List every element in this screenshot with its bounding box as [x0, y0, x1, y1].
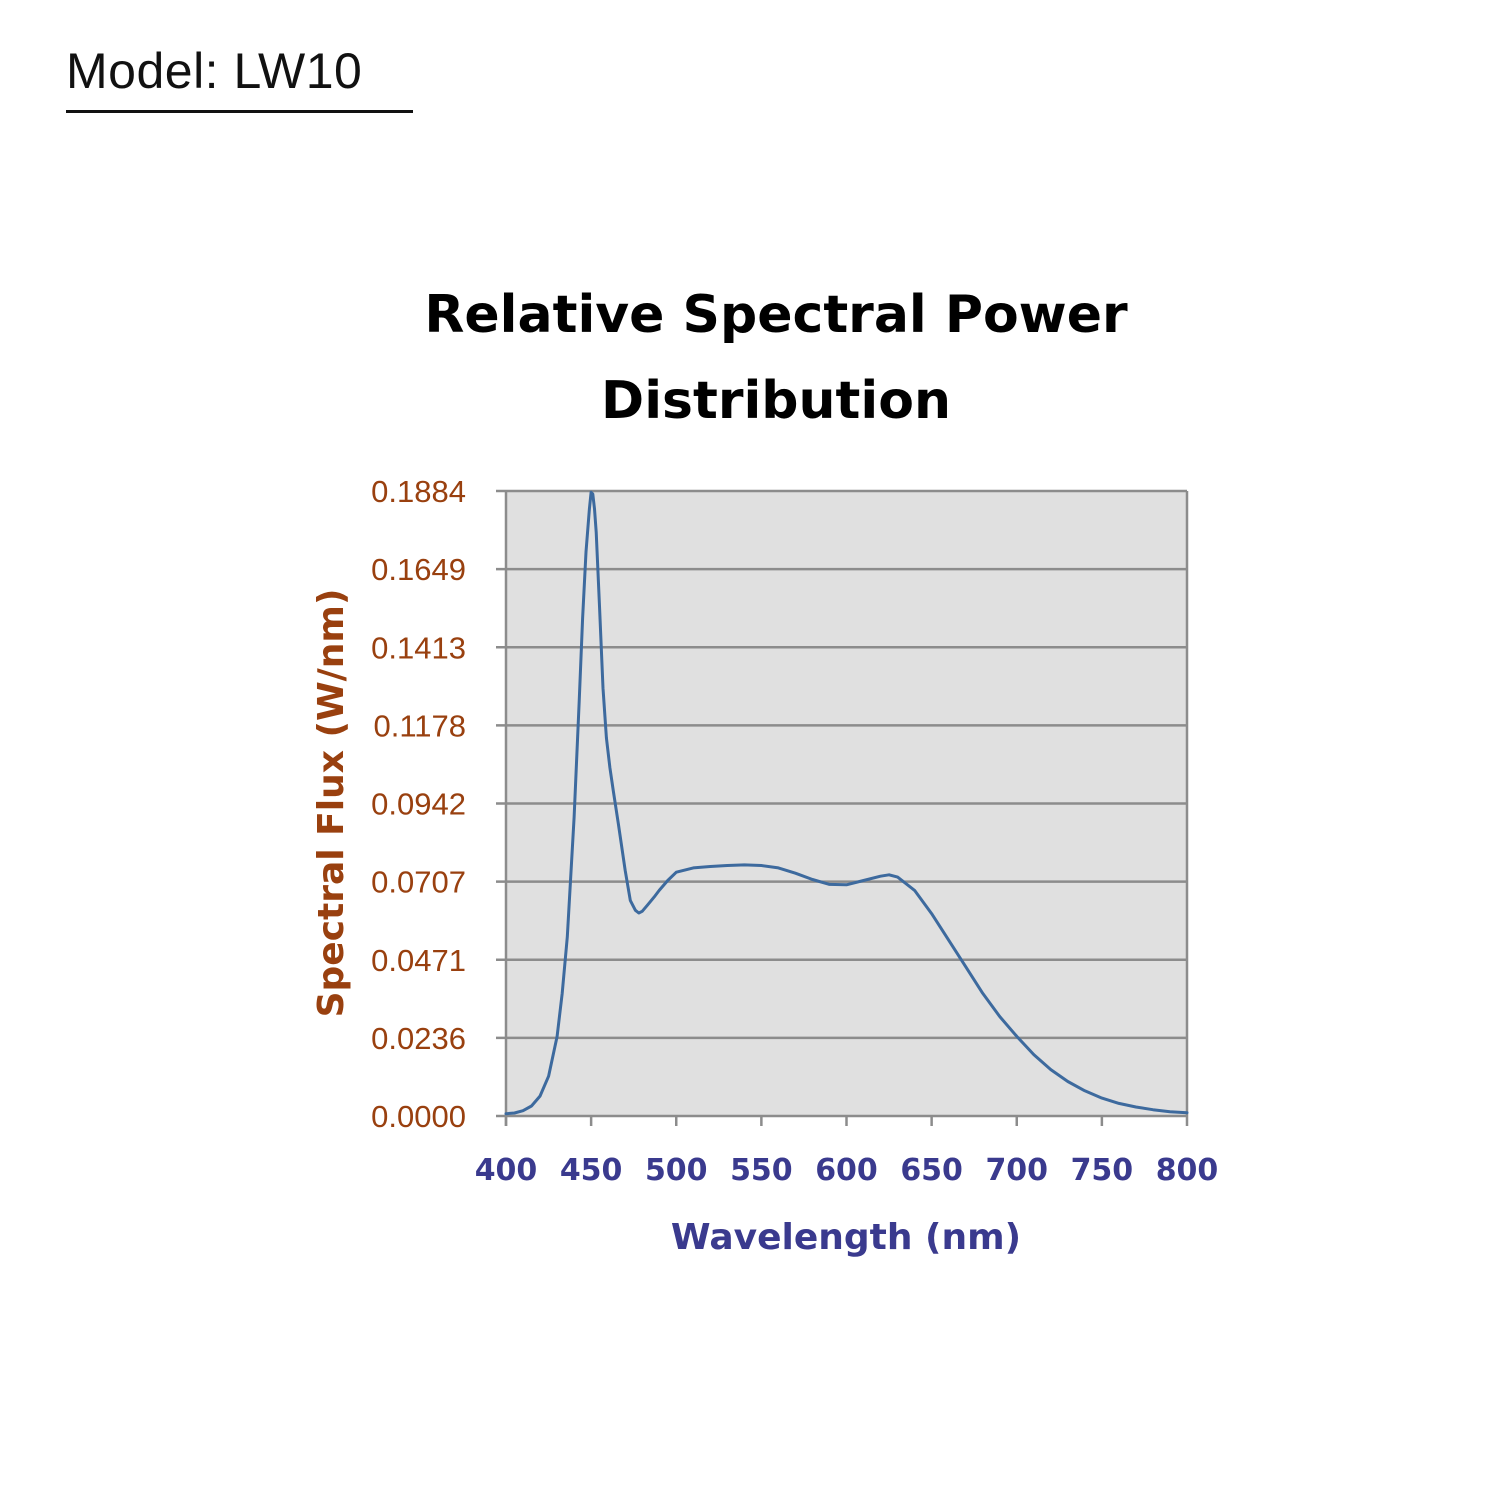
chart-title-line-1: Relative Spectral Power	[424, 285, 1128, 345]
y-tick-label: 0.1884	[371, 474, 466, 509]
y-tick-label: 0.0000	[371, 1099, 466, 1134]
gridlines	[496, 489, 1187, 1118]
x-tick-label: 800	[1156, 1153, 1219, 1188]
y-tick-label: 0.1649	[371, 552, 466, 587]
model-label-underline	[66, 110, 413, 113]
x-tick-label: 700	[985, 1153, 1048, 1188]
y-axis-ticks: 0.0000 0.0236 0.0471 0.0707 0.0942 0.1178 0.14…	[371, 474, 466, 1134]
chart-title-line-2: Distribution	[601, 371, 951, 431]
x-axis-ticks: 400 450 500 550 600 650 700 750 800	[475, 1153, 1219, 1188]
x-tick-label: 550	[730, 1153, 793, 1188]
x-tick-label: 500	[645, 1153, 708, 1188]
x-tick-label: 600	[815, 1153, 878, 1188]
x-tick-label: 650	[900, 1153, 963, 1188]
axes	[504, 491, 1189, 1126]
model-label: Model: LW10	[66, 43, 363, 99]
spectral-flux-line	[504, 490, 1189, 1116]
y-axis-label: Spectral Flux (W/nm)	[311, 589, 352, 1018]
y-tick-label: 0.0471	[371, 943, 466, 978]
y-tick-label: 0.0942	[371, 787, 466, 822]
x-tick-label: 750	[1071, 1153, 1134, 1188]
x-tick-label: 400	[475, 1153, 538, 1188]
y-tick-label: 0.1178	[373, 708, 466, 743]
x-tick-label: 450	[560, 1153, 623, 1188]
y-tick-label: 0.1413	[371, 630, 466, 665]
y-tick-label: 0.0707	[371, 865, 466, 900]
y-tick-label: 0.0236	[371, 1021, 466, 1056]
x-axis-label: Wavelength (nm)	[671, 1217, 1021, 1258]
